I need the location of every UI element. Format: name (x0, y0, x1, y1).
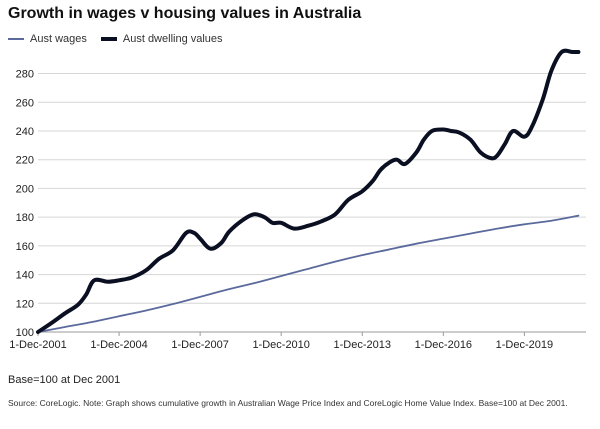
y-tick-label: 160 (16, 241, 34, 253)
y-tick-label: 260 (16, 97, 34, 109)
x-tick-label: 1-Dec-2004 (90, 339, 147, 351)
chart-legend: Aust wages Aust dwelling values (8, 33, 237, 45)
x-tick-label: 1-Dec-2007 (171, 339, 228, 351)
source-note: Source: CoreLogic. Note: Graph shows cum… (8, 398, 568, 408)
x-tick-label: 1-Dec-2010 (252, 339, 309, 351)
y-tick-label: 240 (16, 126, 34, 138)
y-tick-label: 120 (16, 298, 34, 310)
legend-item-dwelling: Aust dwelling values (100, 33, 223, 45)
legend-label-wages: Aust wages (30, 33, 87, 45)
x-tick-label: 1-Dec-2001 (9, 339, 66, 351)
line-chart: 100 120 140 160 180 200 220 240 260 280 1-Dec-2001… (9, 48, 586, 351)
y-tick-label: 100 (16, 327, 34, 339)
base-note: Base=100 at Dec 2001 (8, 374, 121, 386)
chart-title: Growth in wages v housing values in Aust… (8, 5, 362, 22)
x-tick-label: 1-Dec-2013 (334, 339, 391, 351)
y-tick-label: 200 (16, 183, 34, 195)
x-tick-label: 1-Dec-2019 (496, 339, 553, 351)
y-tick-label: 220 (16, 155, 34, 167)
legend-label-dwelling: Aust dwelling values (122, 33, 223, 45)
x-tick-label: 1-Dec-2016 (415, 339, 472, 351)
y-tick-label: 280 (16, 69, 34, 81)
y-tick-label: 180 (16, 212, 34, 224)
y-tick-label: 140 (16, 270, 34, 282)
series-line-aust-wages (37, 214, 580, 333)
series-line-aust-dwelling-values (36, 48, 581, 334)
legend-item-wages: Aust wages (8, 33, 87, 45)
legend-swatch-dwelling (100, 37, 117, 41)
legend-swatch-wages (8, 38, 24, 40)
